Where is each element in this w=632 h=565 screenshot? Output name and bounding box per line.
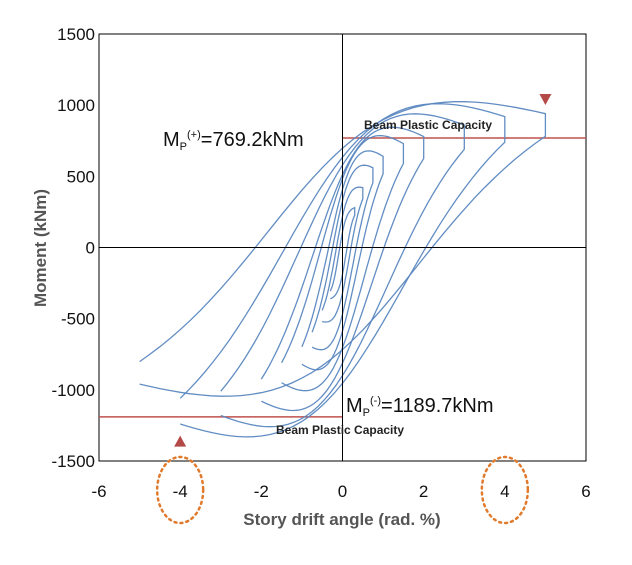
mp-pos-sup: (+) (187, 129, 201, 141)
zero-axes (99, 34, 586, 461)
mp-neg-sup: (-) (370, 395, 381, 407)
marker-layer (174, 93, 552, 447)
y-tick-label: 0 (86, 239, 95, 258)
peak-marker-negative (174, 435, 187, 447)
x-axis-title: Story drift angle (rad. %) (243, 510, 440, 529)
hysteresis-loop (220, 113, 465, 428)
highlight-circle (480, 455, 530, 525)
annotation-mp-positive: MP(+)=769.2kNm (163, 129, 304, 153)
highlight-circle (155, 455, 205, 525)
hysteresis-loop (281, 134, 405, 392)
y-tick-label: 1500 (57, 25, 95, 44)
y-tick-labels: -1500 -1000 -500 0 500 1000 1500 (52, 25, 95, 471)
mp-pos-value: =769.2kNm (201, 129, 304, 151)
x-tick-label: -4 (173, 482, 188, 501)
mp-neg-value: =1189.7kNm (381, 395, 493, 417)
y-tick-label: 1000 (57, 96, 95, 115)
hysteresis-loop (139, 101, 547, 397)
x-tick-label: -2 (254, 482, 269, 501)
mp-pos-base: M (163, 129, 180, 151)
hysteresis-loop (260, 126, 425, 412)
x-tick-labels: -6 -4 -2 0 2 4 6 (91, 482, 590, 501)
y-axis-title: Moment (kNm) (31, 189, 50, 307)
annotation-beam-capacity-negative: Beam Plastic Capacity (276, 423, 404, 437)
y-tick-label: -1000 (52, 381, 95, 400)
y-tick-label: 500 (67, 167, 95, 186)
highlight-layer (155, 455, 530, 525)
x-tick-label: -6 (91, 482, 106, 501)
annotation-mp-negative: MP(-)=1189.7kNm (346, 395, 494, 419)
y-tick-label: -500 (61, 310, 95, 329)
x-tick-label: 4 (500, 482, 509, 501)
mp-neg-sub: P (363, 407, 370, 419)
hysteresis-loop (329, 206, 356, 300)
mp-neg-base: M (346, 395, 363, 417)
y-tick-label: -1500 (52, 452, 95, 471)
x-tick-label: 6 (581, 482, 590, 501)
x-tick-label: 2 (419, 482, 428, 501)
peak-marker-positive (539, 93, 552, 105)
hysteresis-loop (301, 150, 384, 371)
x-tick-label: 0 (338, 482, 347, 501)
hysteresis-loop (179, 103, 506, 438)
annotation-beam-capacity-positive: Beam Plastic Capacity (364, 118, 492, 132)
hysteresis-loop (321, 186, 364, 323)
mp-pos-sub: P (180, 141, 187, 153)
